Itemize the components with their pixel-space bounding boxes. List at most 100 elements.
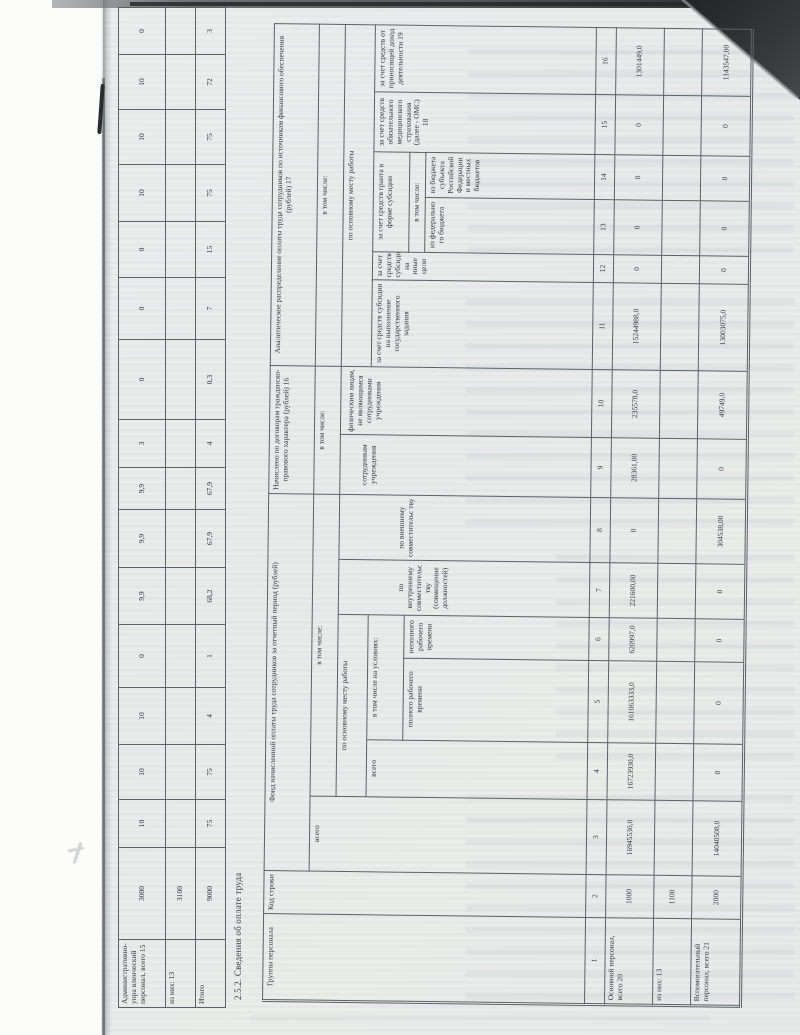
col-header-internal: по внутреннему совместительс тву (совмещ… [338, 559, 590, 618]
cell: 68,2 [195, 567, 226, 625]
cell: 0 [613, 199, 663, 256]
cell: 3 [118, 419, 166, 468]
cell [661, 200, 701, 256]
pay-table-rotated: Группы персонала Код строки Фонд начисле… [262, 22, 754, 1008]
cell [165, 744, 196, 800]
staffing-table: Административно-упра вленческий персонал… [118, 7, 226, 1008]
col-header-external: по внешнему совместительс тву [338, 494, 591, 563]
col-number: 9 [590, 437, 612, 498]
cell: 0 [695, 563, 746, 620]
col-number: 15 [594, 94, 616, 155]
table-row: Вспомогательный персонал, всего 21 2000 … [690, 28, 753, 1007]
col-header-grant-federal: из федерально го бюджета [424, 197, 595, 255]
cell: 10 [118, 687, 166, 745]
cell: 4 [195, 419, 226, 468]
cell: 1143547,00 [701, 28, 753, 97]
col-header-analytic: Аналитическое распределение оплаты труда… [270, 23, 320, 367]
cell: 7 [195, 277, 226, 340]
col-header-subsidy-other: за счет средств субсидии на иные цели [372, 251, 594, 283]
staffing-table-rotated: Административно-упра вленческий персонал… [118, 7, 226, 1008]
col-number: 3 [586, 799, 607, 875]
cell [165, 277, 196, 340]
col-number: 16 [595, 27, 617, 95]
col-number: 12 [593, 254, 614, 283]
cell: 0 [118, 7, 166, 55]
cell: 75 [195, 744, 226, 800]
col-header-total: всего [309, 796, 587, 875]
cell: 0 [693, 661, 745, 745]
row-label: из них: 13 [652, 918, 692, 1006]
cell: 161063333,0 [607, 660, 657, 744]
cell [165, 799, 196, 848]
cell: 0 [696, 438, 748, 500]
cell: 0 [699, 200, 751, 257]
scanner-background [0, 0, 101, 1035]
col-number: 7 [589, 562, 610, 618]
cell: 9,9 [118, 567, 166, 625]
cell: 67,9 [195, 467, 226, 510]
cell [654, 743, 694, 801]
cell: 16945530,0 [606, 799, 655, 876]
cell [658, 438, 698, 499]
cell: 10 [118, 54, 166, 110]
cell: 10 [118, 109, 166, 165]
col-header-part-time: неполного рабочего времени [403, 615, 590, 661]
cell [657, 498, 697, 564]
cell: 9,9 [118, 467, 166, 510]
cell [662, 155, 701, 201]
col-number: 6 [588, 617, 610, 661]
cell [654, 800, 693, 876]
cell [165, 509, 196, 568]
row-label: Основной персонал, всего 20 [604, 917, 654, 1006]
cell [165, 419, 196, 468]
cell: 0,3 [195, 339, 226, 420]
cell: 75 [195, 799, 226, 848]
cell [656, 618, 696, 662]
col-header-code: Код строки [263, 870, 587, 918]
cell: 304538,00 [695, 498, 747, 565]
cell: 1 [195, 624, 226, 688]
row-code: 1100 [653, 875, 693, 919]
cell: 75 [195, 109, 226, 165]
cell: 72 [195, 54, 226, 110]
cell [165, 54, 196, 110]
col-number: 5 [587, 660, 609, 743]
col-header-civil-persons: физическим лицам, не являющимся сотрудни… [340, 366, 593, 438]
col-number: 1 [584, 917, 606, 1005]
row-code: 1000 [605, 874, 655, 919]
cell: 0 [609, 497, 659, 564]
cell [165, 687, 196, 745]
col-header-grant: за счет средств гранта в форме субсидии [372, 151, 410, 253]
cell: 15244988,0 [612, 282, 662, 371]
row-code: 3100 [165, 847, 196, 940]
row-code: 3000 [118, 847, 166, 940]
col-header-main-place: по основному месту работы [341, 24, 376, 367]
col-header-grant-regional: из бюджета субъекта Российской Федерации… [425, 152, 595, 200]
col-number: 13 [593, 199, 615, 255]
row-code: 9000 [195, 847, 226, 940]
page-edge-line [102, 78, 105, 1035]
cell [165, 7, 196, 55]
cell [663, 28, 703, 96]
col-header-subsidy-task: за счет средств субсидии на выполнение г… [371, 279, 594, 370]
cell: 49749,0 [697, 370, 749, 440]
cell: 67,9 [195, 509, 226, 568]
col-header-oms: за счет средств обязательного медицинско… [373, 91, 596, 155]
col-number: 14 [594, 154, 615, 200]
cell: 1301449,0 [615, 27, 665, 96]
cell [655, 661, 695, 744]
cell: 0 [694, 618, 746, 663]
row-label: из них: 13 [165, 939, 196, 1008]
cell: 28361,00 [610, 437, 660, 499]
col-number: 8 [589, 497, 611, 563]
cell: 9,9 [118, 509, 166, 568]
col-header-main-place: по основному месту работы [336, 614, 369, 797]
col-number: 11 [592, 282, 614, 370]
cell: 0 [613, 254, 662, 284]
cell [165, 109, 196, 165]
cell: 10 [118, 744, 166, 800]
col-header-including: в том числе: [408, 152, 426, 253]
cell: 10 [118, 799, 166, 848]
col-header-full-time: полного рабочего времени [402, 658, 589, 743]
row-label: Административно-упра вленческий персонал… [118, 939, 166, 1008]
